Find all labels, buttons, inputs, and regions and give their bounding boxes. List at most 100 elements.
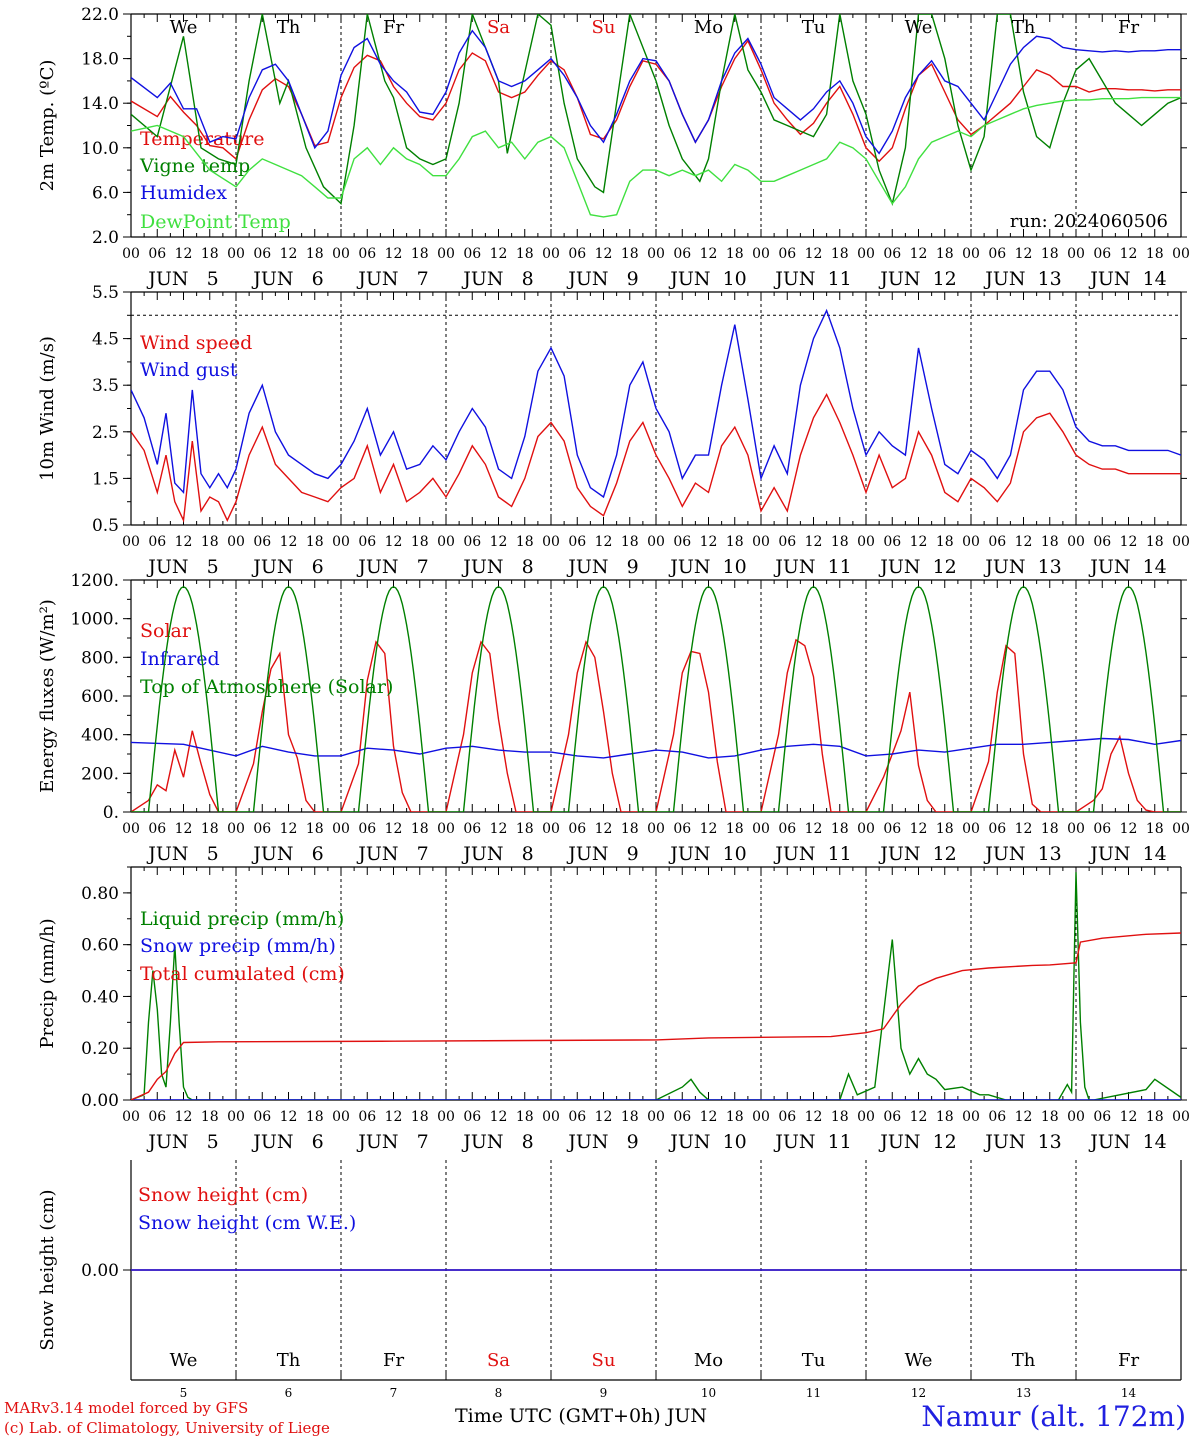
hour-label: 18 bbox=[1041, 1109, 1059, 1125]
y-tick-label: 18.0 bbox=[81, 50, 119, 70]
hour-label: 18 bbox=[726, 246, 744, 262]
hour-label: 00 bbox=[857, 246, 875, 262]
day-number-label: 10 bbox=[701, 1386, 716, 1400]
date-label: JUN 9 bbox=[566, 268, 638, 290]
hour-label: 18 bbox=[411, 821, 429, 837]
hour-label: 06 bbox=[883, 246, 901, 262]
series-line-humidex bbox=[131, 29, 1181, 155]
hour-label: 12 bbox=[805, 821, 823, 837]
hour-label: 00 bbox=[542, 1109, 560, 1125]
hour-label: 00 bbox=[1172, 1109, 1190, 1125]
hour-label: 18 bbox=[936, 1109, 954, 1125]
legend-entry: Wind speed bbox=[140, 332, 252, 354]
hour-label: 00 bbox=[1067, 534, 1085, 550]
hour-label: 18 bbox=[516, 1109, 534, 1125]
hour-label: 12 bbox=[595, 821, 613, 837]
weekday-label: We bbox=[170, 1350, 198, 1371]
lab-credit: (c) Lab. of Climatology, University of L… bbox=[4, 1419, 330, 1437]
precip-panel: 0.00 0.20 0.40 0.60 0.80 Precip (mm/h) Liquid … bbox=[37, 866, 1190, 1153]
hour-label: 06 bbox=[1093, 246, 1111, 262]
weekday-label: Th bbox=[1012, 17, 1036, 38]
y-axis-title: 10m Wind (m/s) bbox=[37, 336, 58, 481]
weekday-label: Su bbox=[592, 17, 616, 38]
hour-label: 18 bbox=[726, 534, 744, 550]
hour-label: 12 bbox=[805, 1109, 823, 1125]
hour-label: 00 bbox=[857, 1109, 875, 1125]
hour-label: 00 bbox=[437, 534, 455, 550]
y-tick-label: 5.5 bbox=[92, 283, 119, 303]
hour-label: 06 bbox=[778, 821, 796, 837]
model-credit: MARv3.14 model forced by GFS bbox=[4, 1399, 249, 1417]
hour-label: 12 bbox=[175, 534, 193, 550]
hour-label: 12 bbox=[280, 821, 298, 837]
date-label: JUN 5 bbox=[146, 556, 218, 578]
series-line-total-cumulated-cm- bbox=[131, 932, 1181, 1100]
weekday-label: Sa bbox=[487, 1350, 510, 1371]
hour-label: 00 bbox=[437, 246, 455, 262]
run-label: run: 2024060506 bbox=[1010, 211, 1168, 232]
hour-label: 12 bbox=[910, 246, 928, 262]
hour-label: 06 bbox=[778, 246, 796, 262]
legend-entry: Wind gust bbox=[140, 359, 238, 381]
y-tick-label: 600. bbox=[81, 687, 119, 707]
hour-label: 06 bbox=[883, 1109, 901, 1125]
date-label: JUN 7 bbox=[356, 268, 428, 290]
weekday-label: Tu bbox=[802, 1350, 826, 1371]
hour-label: 00 bbox=[1067, 246, 1085, 262]
hour-label: 00 bbox=[752, 1109, 770, 1125]
hour-label: 12 bbox=[805, 534, 823, 550]
hour-label: 18 bbox=[831, 534, 849, 550]
hour-label: 18 bbox=[621, 1109, 639, 1125]
hour-label: 12 bbox=[1120, 821, 1138, 837]
hour-label: 12 bbox=[1015, 821, 1033, 837]
hour-label: 00 bbox=[962, 821, 980, 837]
legend-entry: Temperature bbox=[140, 128, 264, 150]
y-tick-label: 0.20 bbox=[81, 1039, 119, 1059]
y-tick-label: 22.0 bbox=[81, 5, 119, 25]
hour-label: 12 bbox=[175, 821, 193, 837]
hour-label: 06 bbox=[988, 246, 1006, 262]
y-tick-label: 4.5 bbox=[92, 330, 119, 350]
legend-entry: Infrared bbox=[140, 648, 220, 670]
hour-label: 00 bbox=[752, 534, 770, 550]
weekday-label: We bbox=[905, 1350, 933, 1371]
hour-label: 18 bbox=[1041, 246, 1059, 262]
hour-label: 18 bbox=[201, 1109, 219, 1125]
hour-label: 18 bbox=[1146, 1109, 1164, 1125]
hour-label: 12 bbox=[1120, 246, 1138, 262]
hour-label: 12 bbox=[910, 534, 928, 550]
hour-label: 06 bbox=[1093, 821, 1111, 837]
series-line-wind-speed bbox=[131, 392, 1181, 523]
hour-label: 06 bbox=[253, 1109, 271, 1125]
y-tick-label: 0.5 bbox=[92, 516, 119, 536]
hour-label: 18 bbox=[936, 246, 954, 262]
y-tick-label: 0.60 bbox=[81, 936, 119, 956]
hour-label: 18 bbox=[936, 534, 954, 550]
date-label: JUN 10 bbox=[668, 843, 747, 865]
hour-label: 18 bbox=[411, 1109, 429, 1125]
legend-entry: Snow precip (mm/h) bbox=[140, 935, 336, 957]
date-label: JUN 8 bbox=[461, 556, 533, 578]
date-label: JUN 9 bbox=[566, 556, 638, 578]
hour-label: 12 bbox=[1015, 1109, 1033, 1125]
hour-label: 06 bbox=[358, 1109, 376, 1125]
day-number-label: 9 bbox=[600, 1386, 608, 1400]
weekday-label: Fr bbox=[383, 17, 404, 38]
y-tick-label: 0.00 bbox=[81, 1091, 119, 1111]
hour-label: 06 bbox=[358, 534, 376, 550]
hour-label: 06 bbox=[463, 534, 481, 550]
date-label: JUN 6 bbox=[251, 843, 323, 865]
legend-entry: Top of Atmosphere (Solar) bbox=[140, 676, 393, 698]
hour-label: 12 bbox=[595, 246, 613, 262]
date-label: JUN 8 bbox=[461, 1131, 533, 1153]
wind-panel: 0.5 1.5 2.5 3.5 4.5 5.5 10m Wind (m/s) Wind spe… bbox=[37, 283, 1190, 578]
date-label: JUN 9 bbox=[566, 843, 638, 865]
hour-label: 06 bbox=[568, 1109, 586, 1125]
y-tick-label: 0.40 bbox=[81, 987, 119, 1007]
date-label: JUN 7 bbox=[356, 843, 428, 865]
date-label: JUN 14 bbox=[1088, 843, 1167, 865]
hour-label: 00 bbox=[962, 534, 980, 550]
hour-label: 18 bbox=[306, 1109, 324, 1125]
hour-label: 00 bbox=[647, 821, 665, 837]
hour-label: 12 bbox=[175, 1109, 193, 1125]
